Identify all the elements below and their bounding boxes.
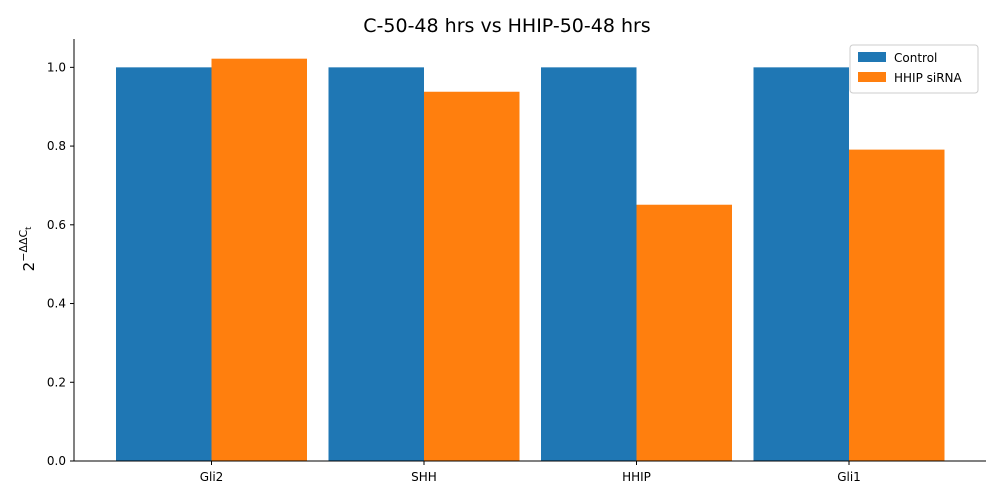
bar-control-gli1	[753, 67, 849, 461]
x-tick-label: Gli1	[837, 470, 861, 484]
legend-label-control: Control	[894, 51, 937, 65]
svg-text:2−ΔΔCt: 2−ΔΔCt	[17, 227, 38, 272]
x-axis: Gli2 SHH HHIP Gli1	[74, 460, 986, 484]
y-axis-label-superscript: −ΔΔC	[17, 230, 30, 262]
legend-swatch-hhip-sirna	[858, 72, 886, 82]
y-axis-label-base: 2	[20, 262, 38, 272]
bar-control-hhip	[541, 67, 637, 461]
x-tick-label: Gli2	[200, 470, 224, 484]
bar-hhip-sirna-gli1	[849, 149, 945, 461]
y-axis-label: 2−ΔΔCt	[17, 227, 38, 272]
y-tick-label: 1.0	[47, 60, 66, 74]
x-tick-label: SHH	[411, 470, 437, 484]
bar-hhip-sirna-hhip	[636, 204, 732, 461]
bars	[116, 58, 945, 462]
chart-title: C-50-48 hrs vs HHIP-50-48 hrs	[363, 15, 650, 37]
legend: Control HHIP siRNA	[849, 44, 979, 94]
y-tick-label: 0.4	[47, 297, 66, 311]
y-tick-label: 0.2	[47, 375, 66, 389]
bar-control-gli2	[116, 67, 212, 461]
bar-hhip-sirna-gli2	[211, 58, 307, 462]
bar-hhip-sirna-shh	[424, 91, 520, 461]
x-tick-label: HHIP	[622, 470, 651, 484]
y-tick-label: 0.6	[47, 218, 66, 232]
bar-control-shh	[328, 67, 424, 461]
legend-swatch-control	[858, 52, 886, 62]
y-axis: 0.0 0.2 0.4 0.6 0.8 1.0	[47, 39, 75, 468]
legend-label-hhip-sirna: HHIP siRNA	[894, 71, 963, 85]
y-tick-label: 0.8	[47, 139, 66, 153]
y-tick-label: 0.0	[47, 454, 66, 468]
y-axis-label-subscript: t	[24, 227, 33, 230]
